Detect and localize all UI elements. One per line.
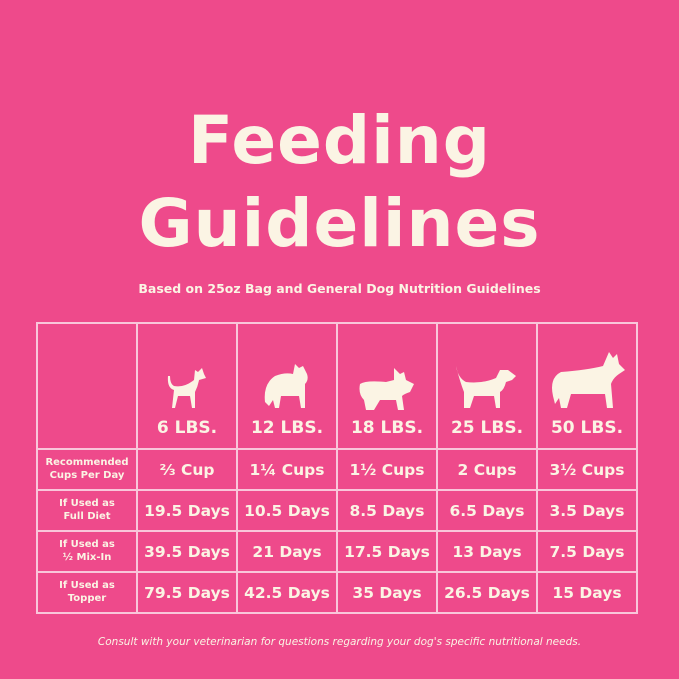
table-row-cups: Recommended Cups Per Day ⅔ Cup 1¼ Cups 1½… [36,448,638,491]
table-cell: 19.5 Days [136,489,238,532]
table-cell: 21 Days [236,530,338,573]
weight-cell: 6 LBS. [136,322,238,450]
table-cell: ⅔ Cup [136,448,238,491]
weight-cell: 50 LBS. [536,322,638,450]
husky-icon [552,352,625,408]
row-label-line2: Topper [67,592,107,604]
table-cell: 3½ Cups [536,448,638,491]
table-cell: 42.5 Days [236,571,338,614]
weight-cell: 25 LBS. [436,322,538,450]
disclaimer: Consult with your veterinarian for quest… [97,636,582,648]
weight-cell: 12 LBS. [236,322,338,450]
beagle-icon [456,366,516,408]
row-label: If Used as ½ Mix-In [36,530,138,573]
row-label: Recommended Cups Per Day [36,448,138,491]
weight-label: 12 LBS. [250,418,324,438]
row-label-line2: ½ Mix-In [62,551,112,563]
table-cell: 35 Days [336,571,438,614]
row-label: If Used as Topper [36,571,138,614]
table-cell: 26.5 Days [436,571,538,614]
feeding-table: 6 LBS. 12 LBS. 18 LBS. 25 LBS. 50 LBS. R… [36,322,638,614]
pomeranian-icon [264,364,308,408]
weight-header-row: 6 LBS. 12 LBS. 18 LBS. 25 LBS. 50 LBS. [36,322,638,450]
table-row-mix-in: If Used as ½ Mix-In 39.5 Days 21 Days 17.… [36,530,638,573]
row-label-line1: If Used as [59,580,115,591]
weight-label: 6 LBS. [156,418,218,438]
table-cell: 13 Days [436,530,538,573]
table-cell: 10.5 Days [236,489,338,532]
title-line-2: Guidelines [138,185,541,262]
table-cell: 3.5 Days [536,489,638,532]
weight-label: 50 LBS. [550,418,624,438]
table-cell: 79.5 Days [136,571,238,614]
weight-label: 18 LBS. [350,418,424,438]
table-cell: 15 Days [536,571,638,614]
weight-cell: 18 LBS. [336,322,438,450]
row-label-line1: If Used as [59,539,115,550]
table-cell: 7.5 Days [536,530,638,573]
chihuahua-icon [167,368,206,408]
row-label-line2: Cups Per Day [49,469,125,481]
table-cell: 8.5 Days [336,489,438,532]
table-row-topper: If Used as Topper 79.5 Days 42.5 Days 35 … [36,571,638,614]
table-row-full-diet: If Used as Full Diet 19.5 Days 10.5 Days … [36,489,638,532]
french-bulldog-icon [359,368,414,410]
table-cell: 1¼ Cups [236,448,338,491]
table-cell: 39.5 Days [136,530,238,573]
table-cell: 6.5 Days [436,489,538,532]
subtitle: Based on 25oz Bag and General Dog Nutrit… [138,281,541,296]
table-cell: 2 Cups [436,448,538,491]
table-cell: 1½ Cups [336,448,438,491]
empty-corner-cell [36,322,138,450]
row-label: If Used as Full Diet [36,489,138,532]
row-label-line1: If Used as [59,498,115,509]
table-cell: 17.5 Days [336,530,438,573]
weight-label: 25 LBS. [450,418,524,438]
title-line-1: Feeding [187,102,492,179]
row-label-line1: Recommended [45,457,129,468]
row-label-line2: Full Diet [63,510,111,522]
